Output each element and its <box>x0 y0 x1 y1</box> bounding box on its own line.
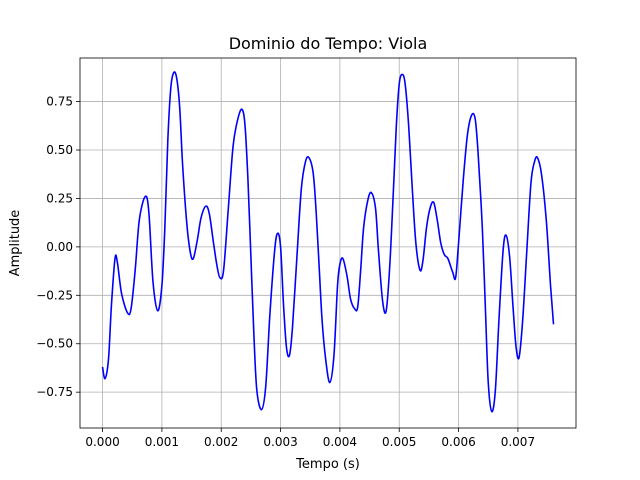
y-tick-label: 0.50 <box>46 143 73 157</box>
x-tick-label: 0.007 <box>501 435 535 449</box>
y-tick-label: −0.75 <box>36 385 73 399</box>
x-tick-label: 0.002 <box>204 435 238 449</box>
grid <box>80 58 576 428</box>
x-tick-label: 0.005 <box>382 435 416 449</box>
y-tick-label: 0.75 <box>46 95 73 109</box>
x-tick-label: 0.006 <box>441 435 475 449</box>
series-layer <box>101 71 555 413</box>
y-tick-label: 0.00 <box>46 240 73 254</box>
chart-title: Dominio do Tempo: Viola <box>229 34 428 53</box>
x-tick-label: 0.000 <box>85 435 119 449</box>
series-line <box>101 71 555 413</box>
x-tick-label: 0.001 <box>145 435 179 449</box>
ticks: 0.000 0.001 0.002 0.003 0.004 0.005 0.006 0.007… <box>36 95 535 449</box>
x-tick-label: 0.003 <box>263 435 297 449</box>
y-tick-label: −0.25 <box>36 288 73 302</box>
y-tick-label: 0.25 <box>46 191 73 205</box>
x-axis-label: Tempo (s) <box>295 457 360 472</box>
y-tick-label: −0.50 <box>36 337 73 351</box>
x-tick-label: 0.004 <box>323 435 357 449</box>
y-axis-label: Amplitude <box>8 210 23 277</box>
plot-frame <box>79 57 577 429</box>
